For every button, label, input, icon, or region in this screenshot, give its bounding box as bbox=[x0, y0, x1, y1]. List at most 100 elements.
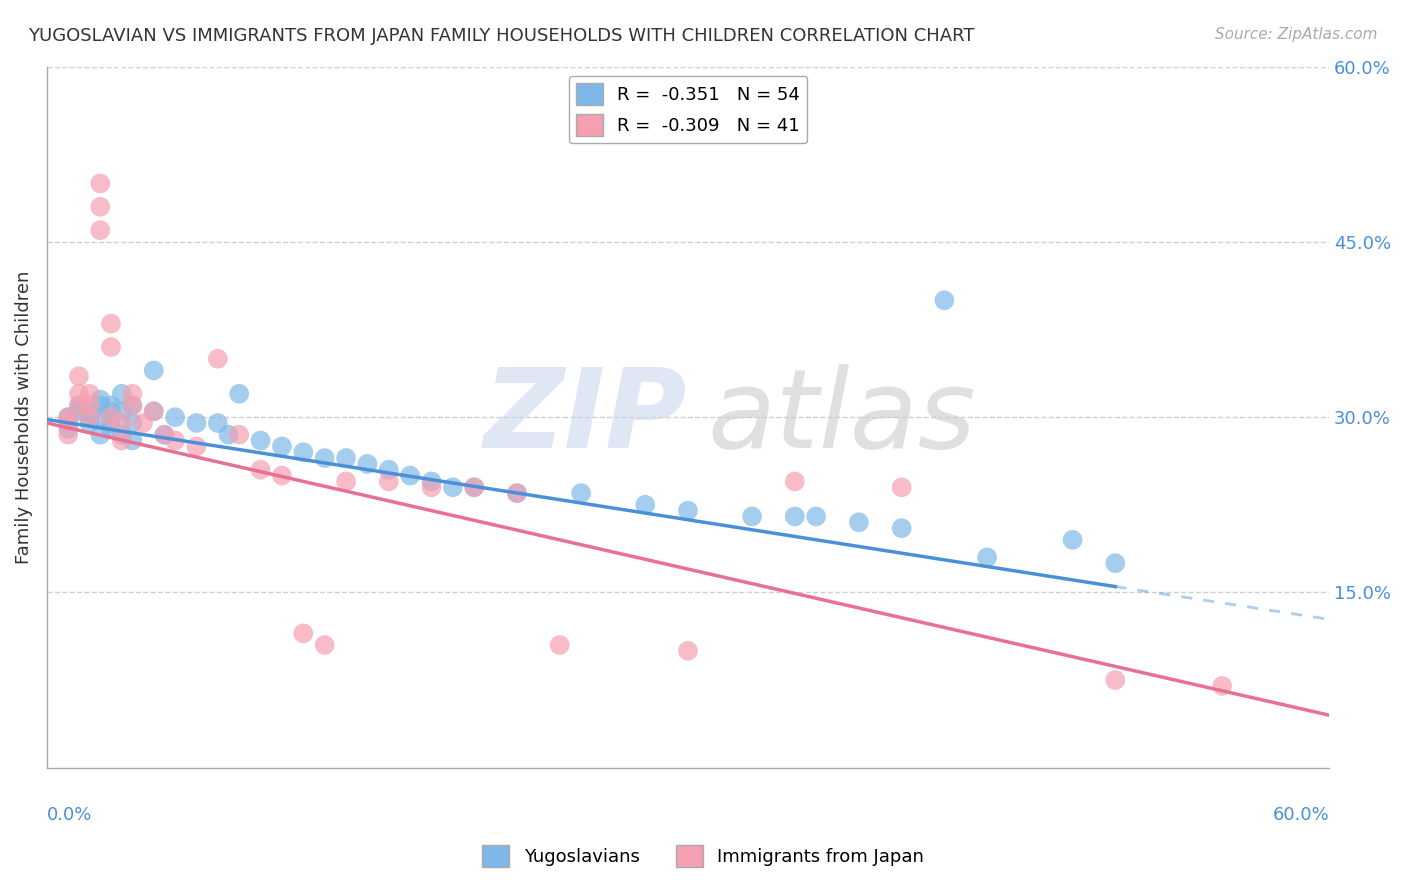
Point bbox=[676, 644, 699, 658]
Text: Source: ZipAtlas.com: Source: ZipAtlas.com bbox=[1215, 27, 1378, 42]
Point bbox=[292, 445, 315, 459]
Point bbox=[100, 416, 122, 430]
Point bbox=[111, 434, 134, 448]
Point bbox=[271, 439, 294, 453]
Point bbox=[378, 463, 401, 477]
Point bbox=[165, 410, 187, 425]
Point bbox=[89, 427, 111, 442]
Point bbox=[58, 410, 80, 425]
Point bbox=[463, 480, 485, 494]
Point bbox=[186, 416, 208, 430]
Point bbox=[79, 416, 101, 430]
Point bbox=[58, 416, 80, 430]
Point bbox=[463, 480, 485, 494]
Point bbox=[100, 422, 122, 436]
Point bbox=[1062, 533, 1084, 547]
Point bbox=[249, 463, 271, 477]
Point bbox=[228, 386, 250, 401]
Point bbox=[218, 427, 240, 442]
Point bbox=[132, 416, 155, 430]
Point bbox=[142, 363, 165, 377]
Point bbox=[67, 404, 90, 418]
Point bbox=[79, 399, 101, 413]
Point bbox=[420, 480, 443, 494]
Point bbox=[741, 509, 763, 524]
Point bbox=[165, 434, 187, 448]
Text: YUGOSLAVIAN VS IMMIGRANTS FROM JAPAN FAMILY HOUSEHOLDS WITH CHILDREN CORRELATION: YUGOSLAVIAN VS IMMIGRANTS FROM JAPAN FAM… bbox=[28, 27, 974, 45]
Point bbox=[121, 399, 143, 413]
Point bbox=[89, 200, 111, 214]
Text: 0.0%: 0.0% bbox=[46, 806, 93, 824]
Point bbox=[676, 503, 699, 517]
Point bbox=[506, 486, 529, 500]
Point bbox=[89, 223, 111, 237]
Point bbox=[441, 480, 464, 494]
Point bbox=[356, 457, 378, 471]
Point bbox=[186, 439, 208, 453]
Point bbox=[399, 468, 422, 483]
Point bbox=[111, 404, 134, 418]
Point bbox=[100, 340, 122, 354]
Point bbox=[271, 468, 294, 483]
Point bbox=[67, 399, 90, 413]
Point bbox=[314, 638, 336, 652]
Point bbox=[79, 386, 101, 401]
Point bbox=[569, 486, 592, 500]
Point bbox=[58, 410, 80, 425]
Text: 60.0%: 60.0% bbox=[1272, 806, 1329, 824]
Point bbox=[79, 410, 101, 425]
Point bbox=[111, 386, 134, 401]
Point bbox=[804, 509, 827, 524]
Point bbox=[67, 386, 90, 401]
Point bbox=[506, 486, 529, 500]
Point bbox=[1211, 679, 1233, 693]
Point bbox=[292, 626, 315, 640]
Point bbox=[335, 451, 357, 466]
Point bbox=[976, 550, 998, 565]
Point bbox=[142, 404, 165, 418]
Point bbox=[207, 351, 229, 366]
Point bbox=[121, 434, 143, 448]
Point bbox=[58, 416, 80, 430]
Point bbox=[1104, 673, 1126, 687]
Point bbox=[890, 480, 912, 494]
Point bbox=[848, 516, 870, 530]
Point bbox=[100, 317, 122, 331]
Point bbox=[378, 475, 401, 489]
Point bbox=[121, 416, 143, 430]
Point bbox=[100, 399, 122, 413]
Point bbox=[153, 427, 176, 442]
Legend: R =  -0.351   N = 54, R =  -0.309   N = 41: R = -0.351 N = 54, R = -0.309 N = 41 bbox=[568, 76, 807, 143]
Point bbox=[58, 427, 80, 442]
Point bbox=[89, 177, 111, 191]
Text: ZIP: ZIP bbox=[484, 364, 688, 471]
Point bbox=[420, 475, 443, 489]
Point bbox=[153, 427, 176, 442]
Point bbox=[100, 404, 122, 418]
Point bbox=[207, 416, 229, 430]
Point bbox=[67, 399, 90, 413]
Point bbox=[121, 386, 143, 401]
Point bbox=[249, 434, 271, 448]
Point bbox=[89, 399, 111, 413]
Point bbox=[783, 509, 806, 524]
Point bbox=[890, 521, 912, 535]
Point bbox=[228, 427, 250, 442]
Point bbox=[634, 498, 657, 512]
Text: atlas: atlas bbox=[707, 364, 976, 471]
Point bbox=[100, 410, 122, 425]
Point bbox=[89, 392, 111, 407]
Point bbox=[314, 451, 336, 466]
Point bbox=[934, 293, 956, 308]
Point bbox=[89, 410, 111, 425]
Point bbox=[67, 369, 90, 384]
Point bbox=[783, 475, 806, 489]
Point bbox=[335, 475, 357, 489]
Y-axis label: Family Households with Children: Family Households with Children bbox=[15, 270, 32, 564]
Point bbox=[111, 416, 134, 430]
Point bbox=[1104, 556, 1126, 570]
Point bbox=[142, 404, 165, 418]
Legend: Yugoslavians, Immigrants from Japan: Yugoslavians, Immigrants from Japan bbox=[475, 838, 931, 874]
Point bbox=[58, 422, 80, 436]
Point bbox=[121, 399, 143, 413]
